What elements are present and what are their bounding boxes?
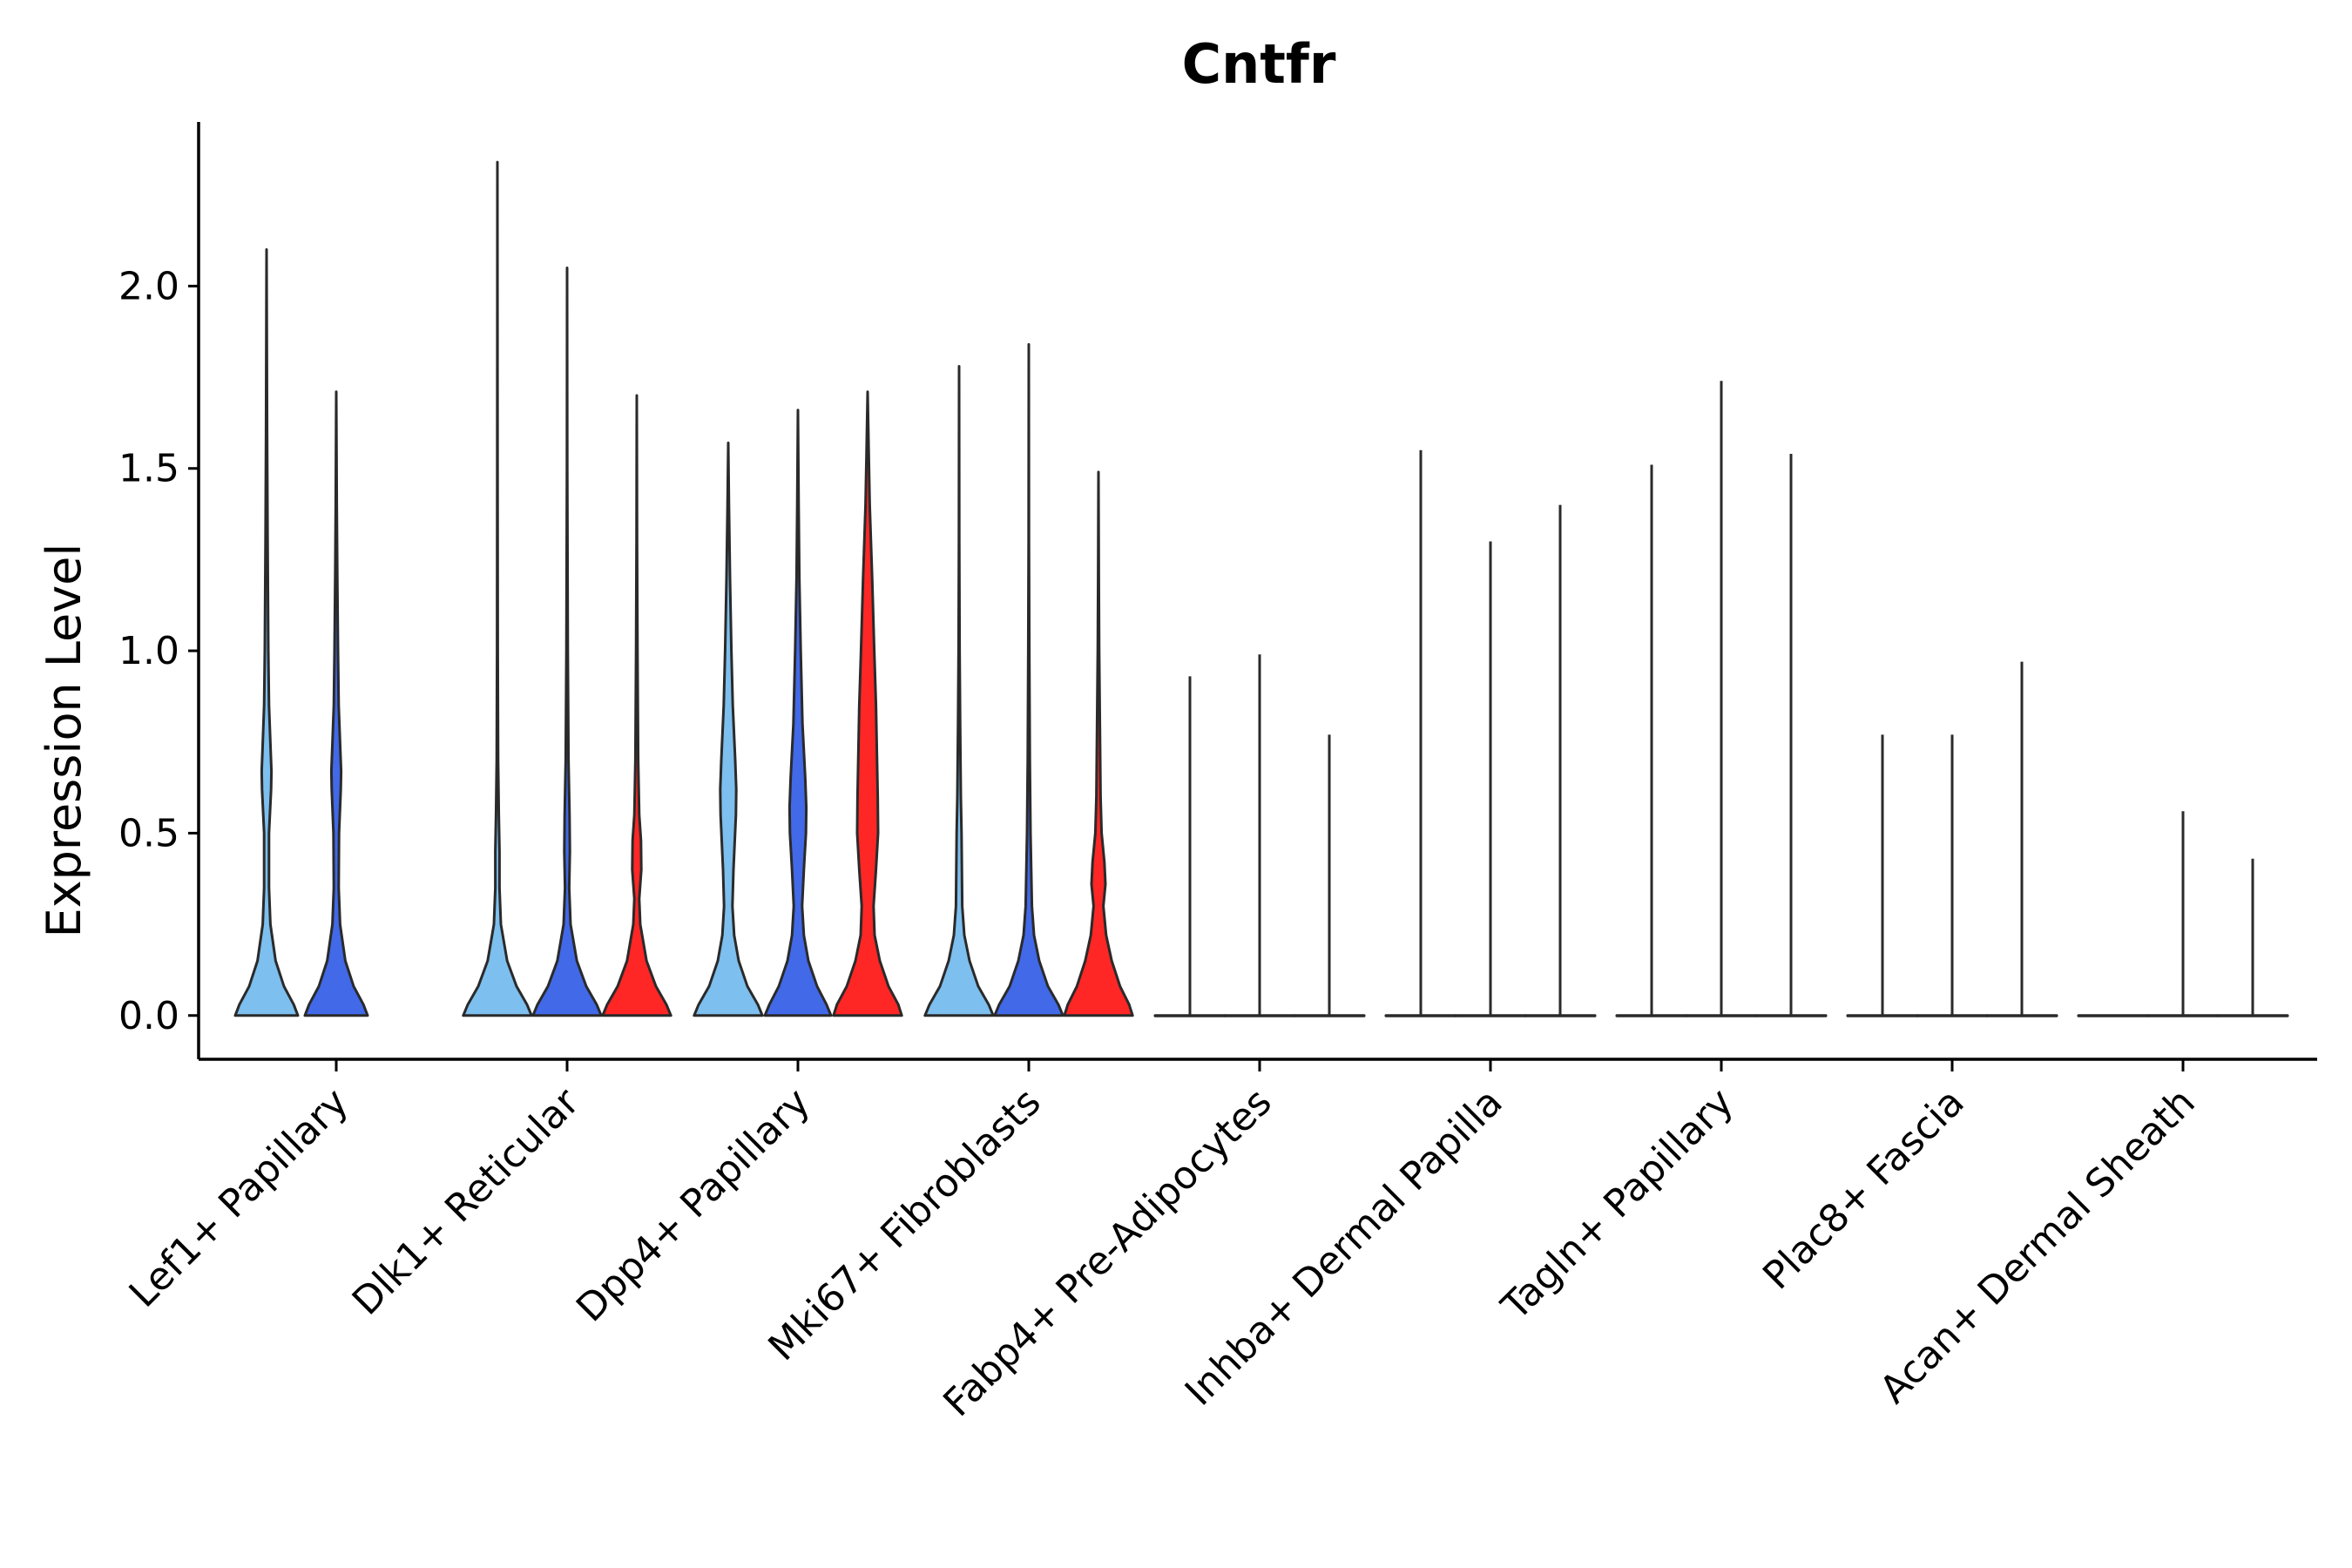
y-axis-label: Expression Level: [37, 544, 91, 938]
violin-base: [1293, 1014, 1366, 1017]
violin-base: [1985, 1014, 2058, 1017]
violin-group2: [993, 342, 1064, 1017]
violin-group1: [2077, 1014, 2150, 1017]
violin-group3: [2216, 858, 2289, 1017]
violin-base: [1754, 1014, 1828, 1017]
violin-base: [1524, 1014, 1597, 1017]
violin-base: [1153, 1014, 1227, 1017]
y-tick-label: 0.5: [118, 811, 179, 855]
violin-group2: [763, 409, 833, 1017]
x-tick-label: Plac8+ Fascia: [1754, 1080, 1973, 1299]
violin-group1: [1384, 449, 1457, 1017]
violin-group2: [1454, 541, 1527, 1017]
violin-group2: [1685, 381, 1758, 1017]
x-tick-label: Dpp4+ Papillary: [568, 1080, 819, 1331]
chart-title: Cntfr: [1182, 32, 1336, 96]
violins: [233, 160, 2289, 1017]
violin-base: [2077, 1014, 2150, 1017]
violin-base: [1846, 1014, 1919, 1017]
violin-group3: [601, 394, 672, 1017]
violin-group3: [1293, 734, 1366, 1017]
y-ticks: 0.0 0.5 1.0 1.5 2.0: [118, 264, 199, 1038]
violin-group1: [693, 441, 764, 1017]
violin-group2: [303, 390, 369, 1017]
violin-group1: [1615, 464, 1688, 1017]
y-tick-label: 1.0: [118, 629, 179, 673]
violin-base: [1685, 1014, 1758, 1017]
x-tick-label: Dlk1+ Reticular: [344, 1079, 589, 1324]
x-tick-label: Lef1+ Papillary: [121, 1080, 357, 1316]
violin-group2: [2146, 811, 2220, 1017]
violin-group1: [923, 365, 995, 1017]
violin-group1: [1153, 676, 1227, 1017]
y-tick-label: 1.5: [118, 447, 179, 491]
axes: [197, 122, 2317, 1061]
violin-base: [1454, 1014, 1527, 1017]
violin-group3: [1985, 661, 2058, 1017]
violin-base: [1223, 1014, 1296, 1017]
violin-group3: [1063, 470, 1134, 1017]
violin-group2: [1223, 654, 1296, 1017]
violin-group2: [531, 267, 603, 1017]
violin-group1: [462, 160, 533, 1017]
violin-group3: [832, 390, 903, 1017]
violin-group1: [1846, 734, 1919, 1017]
violin-base: [2146, 1014, 2220, 1017]
violin-group3: [1754, 453, 1828, 1017]
violin-group3: [1524, 504, 1597, 1017]
x-tick-label: Tagln+ Papillary: [1493, 1080, 1742, 1329]
violin-base: [2216, 1014, 2289, 1017]
violin-base: [1916, 1014, 1989, 1017]
y-tick-label: 0.0: [118, 994, 179, 1038]
violin-base: [1384, 1014, 1457, 1017]
y-tick-label: 2.0: [118, 264, 179, 308]
violin-group2: [1916, 734, 1989, 1017]
violin-base: [1615, 1014, 1688, 1017]
violin-group1: [233, 248, 300, 1017]
